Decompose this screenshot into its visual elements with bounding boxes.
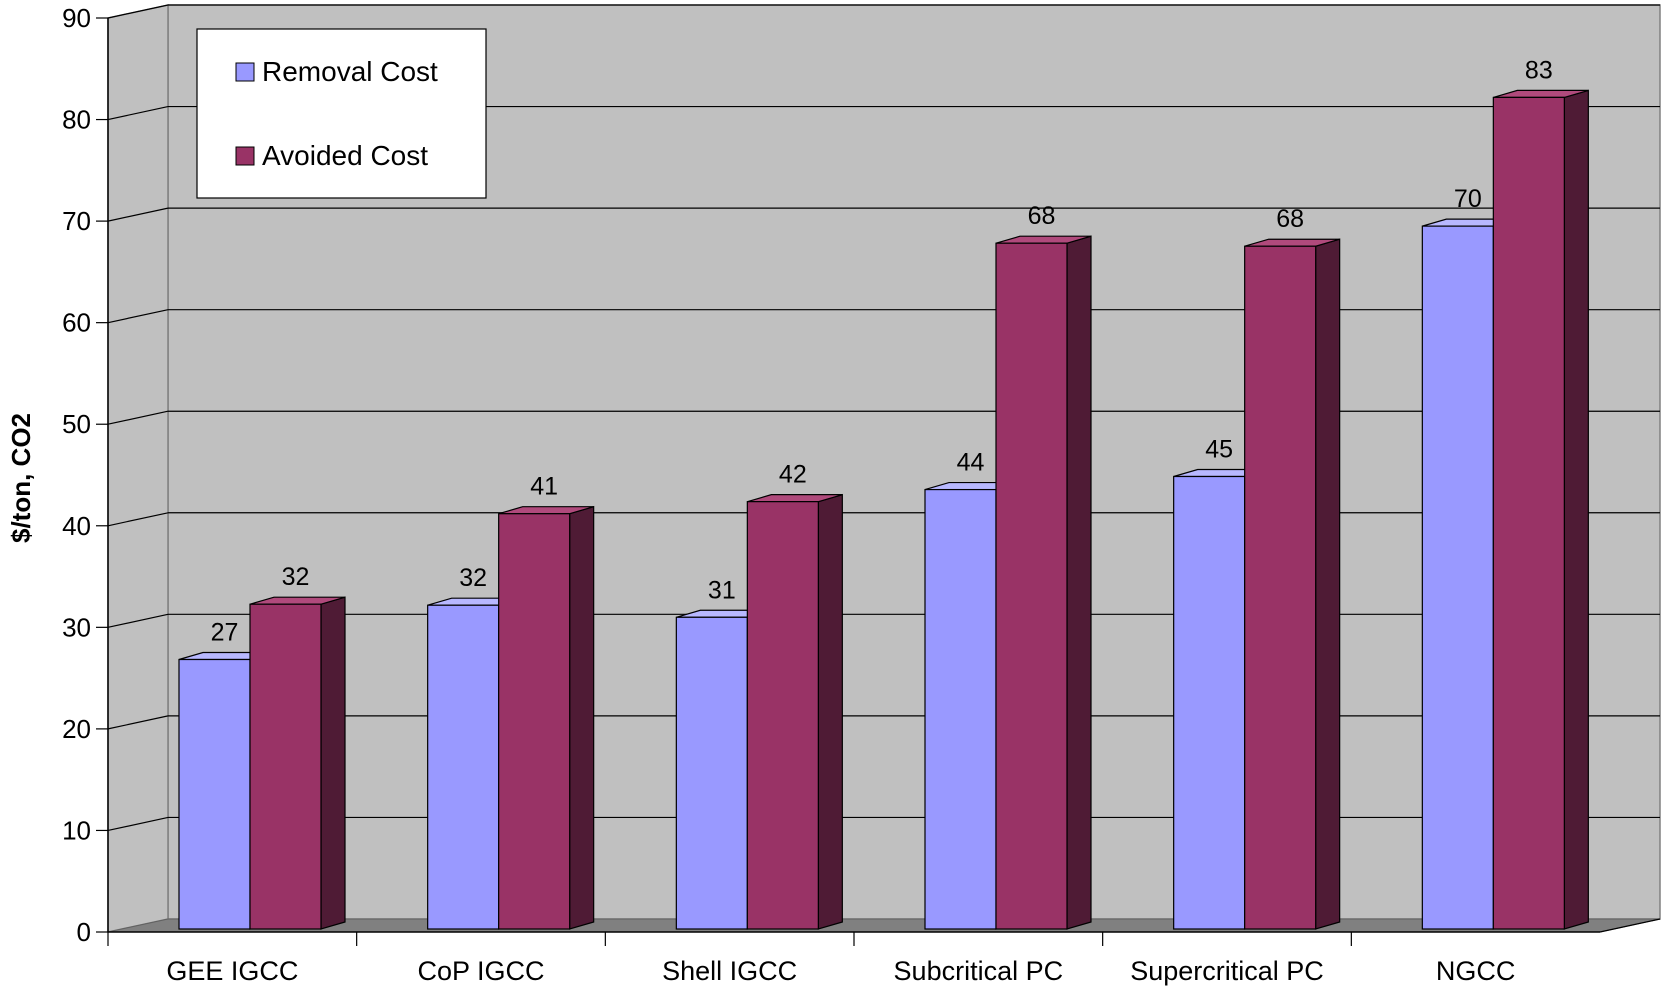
gridline-side (107, 105, 169, 121)
data-label-avoided-cost-cop-igcc: 41 (530, 473, 558, 501)
y-tick-label: 30 (62, 612, 91, 642)
data-labels: 27 32 32 41 31 42 44 68 45 68 70 83 (211, 56, 1553, 646)
data-label-avoided-cost-ngcc: 83 (1525, 56, 1553, 84)
bar-side (1315, 238, 1341, 930)
data-label-removal-cost-cop-igcc: 32 (459, 564, 487, 592)
gridline-side (107, 207, 169, 222)
bar-front (178, 658, 251, 930)
bar-side (817, 493, 843, 930)
bar-avoided-cost-ngcc (1492, 89, 1589, 930)
bar-front (249, 603, 322, 930)
data-label-avoided-cost-gee-igcc: 32 (282, 563, 310, 591)
y-tick-label: 70 (62, 206, 91, 236)
tick-labels: 0 10 20 30 40 50 60 70 80 90 GEE IGCC CoP IGCC Shell… (62, 3, 1515, 986)
x-tick-label-cop-igcc: CoP IGCC (417, 956, 544, 986)
gridlines (107, 4, 1660, 832)
data-label-avoided-cost-shell-igcc: 42 (779, 461, 807, 489)
bar-side (320, 596, 346, 930)
y-tick-label: 80 (62, 105, 91, 135)
x-tick-label-supercritical-pc: Supercritical PC (1130, 956, 1324, 986)
floor-edge (1599, 918, 1661, 933)
y-tick-label: 60 (62, 308, 91, 338)
x-tick-label-subcritical-pc: Subcritical PC (894, 956, 1064, 986)
x-tick-label-gee-igcc: GEE IGCC (166, 956, 298, 986)
data-label-avoided-cost-subcritical-pc: 68 (1028, 202, 1056, 230)
gridline-side (107, 715, 169, 730)
bar-front (427, 604, 500, 930)
bar-side (569, 505, 595, 930)
y-axis-title: $/ton, CO2 (6, 413, 36, 543)
gridline-side (107, 4, 169, 19)
bar-side (1066, 235, 1092, 930)
bar-avoided-cost-supercritical-pc (1244, 238, 1341, 930)
bar-front (1492, 96, 1565, 930)
gridline-side (107, 309, 169, 324)
bar-front (1244, 245, 1317, 930)
bar-front (1173, 475, 1246, 930)
legend-swatch-removal-cost (235, 62, 255, 82)
data-label-removal-cost-gee-igcc: 27 (211, 619, 239, 647)
bar-side (1563, 89, 1589, 930)
bar-front (1421, 225, 1494, 930)
legend-swatch-avoided-cost (235, 146, 255, 166)
side-wall (107, 4, 169, 933)
bar-front (746, 501, 819, 930)
gridline-side (107, 512, 169, 527)
gridline-side (107, 410, 169, 425)
bar-avoided-cost-shell-igcc (746, 493, 843, 930)
y-tick-label: 0 (77, 917, 91, 947)
y-tick-label: 90 (62, 3, 91, 33)
data-label-removal-cost-ngcc: 70 (1454, 185, 1482, 213)
y-tick-label: 20 (62, 714, 91, 744)
gridline-side (107, 613, 169, 628)
bar-avoided-cost-subcritical-pc (995, 235, 1092, 930)
axes (96, 17, 1661, 946)
data-label-avoided-cost-supercritical-pc: 68 (1276, 205, 1304, 233)
x-tick-label-ngcc: NGCC (1436, 956, 1516, 986)
x-tick-label-shell-igcc: Shell IGCC (662, 956, 797, 986)
data-label-removal-cost-shell-igcc: 31 (708, 576, 736, 604)
bars (178, 89, 1589, 930)
legend-label-avoided-cost: Avoided Cost (262, 140, 428, 171)
y-tick-label: 50 (62, 409, 91, 439)
legend: Removal Cost Avoided Cost (196, 28, 487, 199)
legend-label-removal-cost: Removal Cost (262, 56, 438, 87)
bar-front (498, 513, 571, 930)
bar-front (924, 488, 997, 930)
data-label-removal-cost-supercritical-pc: 45 (1205, 436, 1233, 464)
bar-front (675, 616, 748, 930)
bar-front (995, 242, 1068, 930)
legend-box (196, 28, 487, 199)
bar-avoided-cost-cop-igcc (498, 505, 595, 930)
y-tick-label: 10 (62, 815, 91, 845)
data-label-removal-cost-subcritical-pc: 44 (957, 449, 985, 477)
gridline-side (107, 816, 169, 832)
y-tick-label: 40 (62, 511, 91, 541)
bar-avoided-cost-gee-igcc (249, 596, 346, 930)
